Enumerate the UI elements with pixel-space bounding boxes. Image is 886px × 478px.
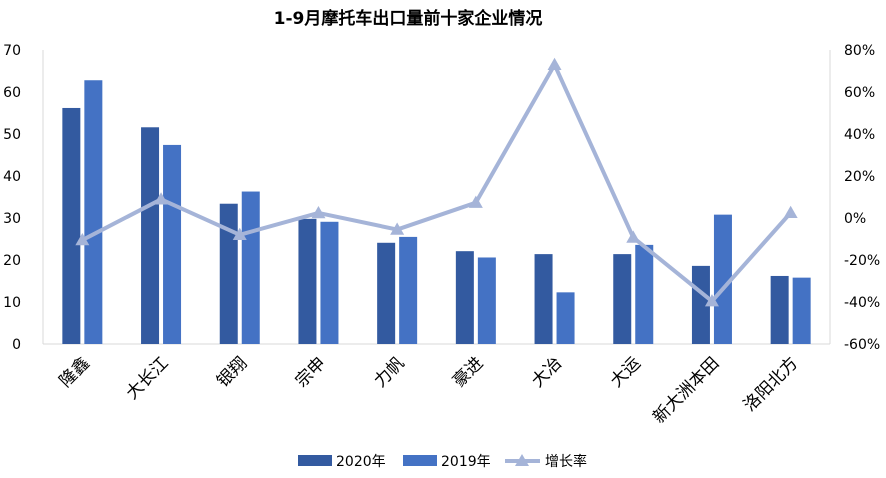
bar-2019年 — [84, 80, 103, 345]
growth-point — [626, 230, 641, 243]
category-label: 力帆 — [371, 353, 409, 391]
bar-2020年 — [691, 265, 710, 344]
bar-2019年 — [792, 277, 811, 344]
bar-2019年 — [477, 257, 496, 344]
y-right-tick-label: -40% — [844, 295, 880, 311]
bar-2020年 — [613, 254, 632, 344]
legend-swatch-growth-marker — [515, 454, 529, 466]
y-right-tick-label: 20% — [844, 169, 875, 185]
category-label: 大长江 — [122, 353, 172, 403]
growth-point — [783, 205, 798, 218]
legend-label-2019: 2019年 — [441, 454, 491, 470]
y-right-tick-label: 40% — [844, 127, 875, 143]
category-label: 银翔 — [213, 353, 251, 391]
bar-2019年 — [163, 144, 182, 344]
legend-label-growth: 增长率 — [545, 453, 587, 470]
growth-point — [75, 233, 90, 246]
growth-point — [547, 57, 562, 70]
category-labels: 隆鑫 大长江 银翔 宗申 力帆 豪进 大冶 大运 新大洲本田 洛阳北方 — [56, 353, 802, 428]
bar-2020年 — [377, 242, 396, 344]
bar-2020年 — [770, 275, 789, 344]
category-label: 豪进 — [448, 353, 487, 392]
y-left-tick-label: 60 — [3, 85, 21, 101]
category-label: 新大洲本田 — [649, 353, 723, 427]
category-label: 大运 — [607, 353, 645, 391]
growth-point — [154, 192, 169, 205]
growth-point — [311, 205, 326, 219]
y-left-tick-label: 40 — [3, 169, 21, 185]
growth-point — [468, 195, 483, 208]
chart-title: 1-9月摩托车出口量前十家企业情况 — [274, 8, 543, 29]
y-right-tick-label: -60% — [844, 337, 880, 353]
y-left-tick-label: 20 — [3, 253, 21, 269]
bar-2020年 — [62, 107, 81, 345]
y-left-tick-label: 0 — [12, 337, 21, 353]
legend-swatch-2020 — [298, 455, 332, 466]
category-label: 宗申 — [292, 353, 330, 391]
bars — [62, 80, 811, 345]
bar-2020年 — [141, 127, 160, 344]
legend: 2020年 2019年 增长率 — [298, 453, 587, 470]
bar-2019年 — [635, 244, 654, 344]
category-label: 洛阳北方 — [740, 353, 802, 415]
y-left-tick-label: 10 — [3, 295, 21, 311]
bar-2019年 — [713, 214, 732, 344]
y-right-tick-label: 0% — [844, 211, 866, 227]
y-left-tick-label: 70 — [3, 43, 21, 59]
legend-label-2020: 2020年 — [336, 454, 386, 470]
bar-2019年 — [320, 221, 339, 344]
bar-2019年 — [556, 292, 575, 344]
bar-2020年 — [219, 203, 238, 344]
legend-swatch-2019 — [403, 455, 437, 466]
growth-line-path — [81, 62, 793, 304]
growth-point — [704, 294, 719, 307]
y-left-tick-label: 30 — [3, 211, 21, 227]
bar-2020年 — [298, 218, 317, 344]
growth-point — [390, 222, 405, 235]
category-label: 大冶 — [528, 353, 566, 391]
bar-2019年 — [399, 236, 418, 344]
y-left-tick-label: 50 — [3, 127, 21, 143]
growth-line — [75, 57, 798, 307]
y-right-tick-label: -20% — [844, 253, 880, 269]
bar-2020年 — [534, 254, 553, 344]
bar-2020年 — [455, 251, 474, 344]
bar-2019年 — [241, 191, 260, 344]
growth-point — [232, 227, 247, 241]
axes: 0 10 20 30 40 50 60 70 -60% -40% -20% 0% 20% 40% 60% 80… — [3, 43, 880, 353]
y-right-tick-label: 60% — [844, 85, 875, 101]
category-label: 隆鑫 — [56, 353, 94, 391]
y-right-tick-label: 80% — [844, 43, 875, 59]
